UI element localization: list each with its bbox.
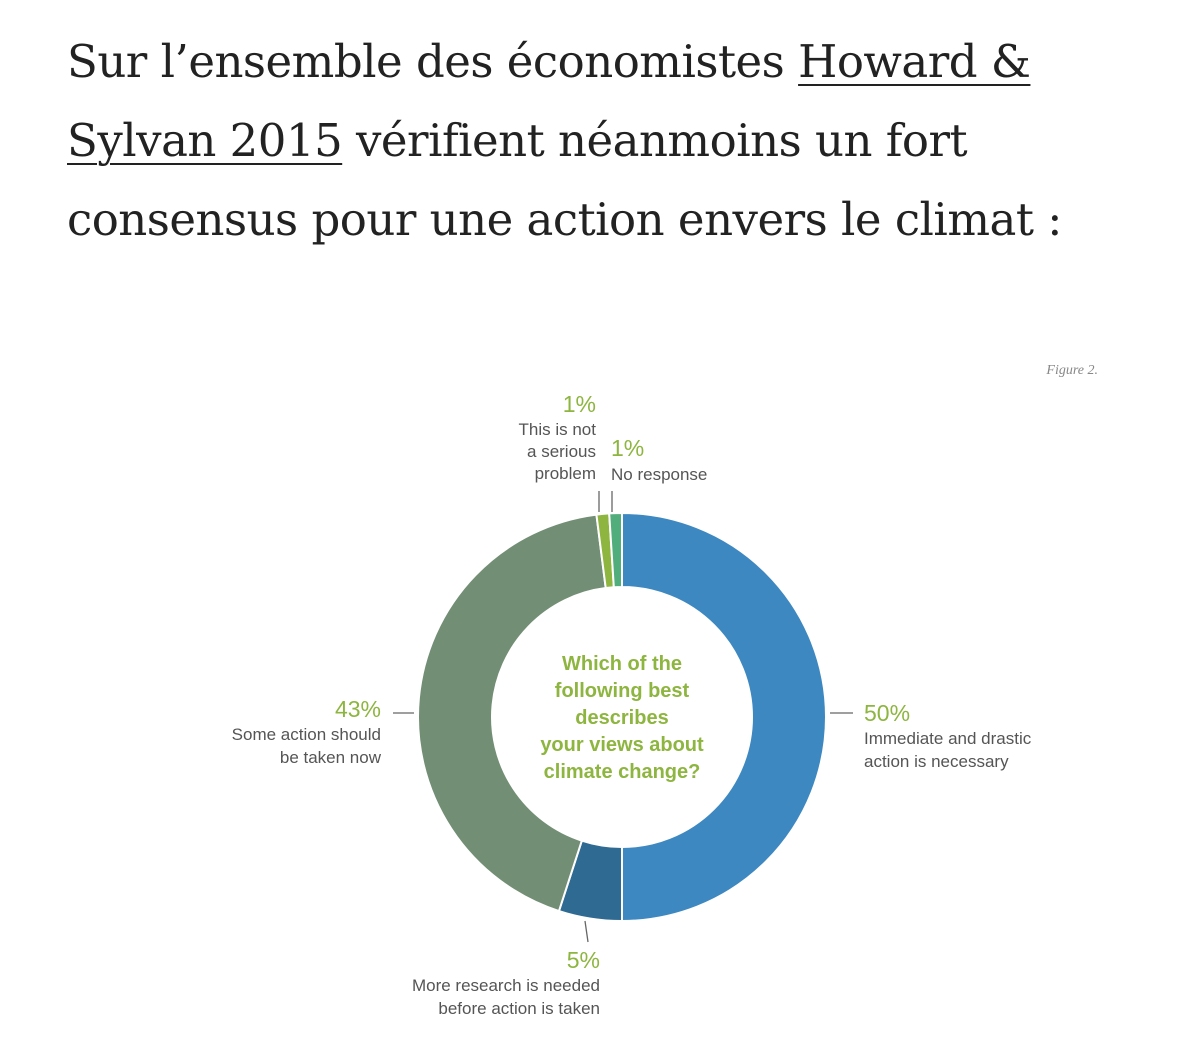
slice-category-label: problem [535,464,596,483]
intro-text-after: vérifient néanmoins un fort consensus po… [67,114,1062,246]
donut-slice [417,513,607,913]
slice-percent-label: 50% [864,700,910,726]
slice-category-label: be taken now [280,748,382,767]
center-question-line: describes [575,707,668,729]
center-question-line: following best [555,680,690,702]
donut-slice [621,511,827,923]
slice-category-label: action is necessary [864,752,1009,771]
center-question-line: climate change? [544,761,701,783]
slice-category-label: before action is taken [438,999,600,1018]
center-question-line: your views about [540,734,704,756]
slice-category-label: More research is needed [412,976,600,995]
slice-category-label: Immediate and drastic [864,729,1032,748]
intro-paragraph: Sur l’ensemble des économistes Howard & … [67,22,1147,259]
donut-slice [608,511,623,589]
slice-category-label: a serious [527,442,596,461]
slice-percent-label: 1% [563,391,596,417]
slice-percent-label: 43% [335,696,381,722]
slice-labels: 50% Immediate and drastic action is necess… [232,391,1032,1018]
slice-percent-label: 5% [567,947,600,973]
intro-text-before: Sur l’ensemble des économistes [67,35,799,88]
center-question: Which of the following best describes your … [540,653,704,783]
slice-category-label: This is not [519,420,597,439]
slice-category-label: No response [611,465,707,484]
slice-percent-label: 1% [611,435,644,461]
slice-category-label: Some action should [232,725,381,744]
leader-line [584,920,589,943]
center-question-line: Which of the [562,653,682,675]
figure-label: Figure 2. [1045,363,1098,378]
donut-slices [417,511,827,923]
leader-lines [393,491,853,943]
citation-link[interactable]: Howard & Sylvan 2015 [67,35,1031,167]
